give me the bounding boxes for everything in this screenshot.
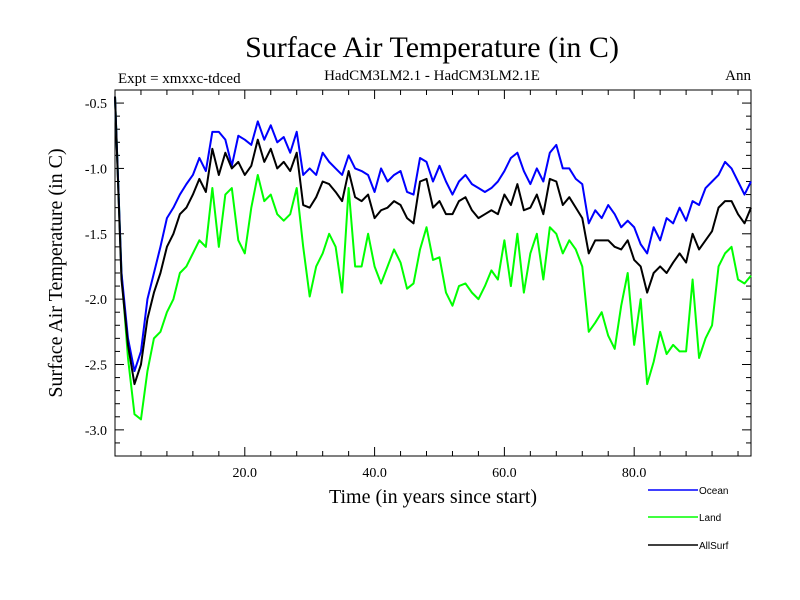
legend: Ocean Land AllSurf	[648, 486, 729, 552]
legend-label-allsurf: AllSurf	[699, 541, 729, 552]
y-tick-label: -2.0	[85, 293, 107, 308]
experiment-label: Expt = xmxxc-tdced	[118, 71, 241, 87]
x-tick-label: 40.0	[362, 466, 387, 481]
x-axis-label: Time (in years since start)	[329, 486, 537, 508]
legend-label-ocean: Ocean	[699, 486, 728, 497]
series-layer	[114, 96, 752, 421]
y-tick-label: -3.0	[85, 424, 107, 439]
x-tick-label: 80.0	[622, 466, 647, 481]
x-tick-label: 60.0	[492, 466, 517, 481]
x-tick-label: 20.0	[233, 466, 258, 481]
y-axis: -0.5 -1.0 -1.5 -2.0 -2.5 -3.0	[85, 89, 751, 457]
chart-title: Surface Air Temperature (in C)	[245, 31, 619, 64]
y-tick-label: -0.5	[85, 97, 107, 112]
legend-label-land: Land	[699, 513, 721, 524]
series-line-land	[114, 96, 752, 421]
y-tick-label: -2.5	[85, 359, 107, 374]
y-tick-label: -1.0	[85, 162, 107, 177]
period-label: Ann	[725, 68, 751, 84]
model-comparison-label: HadCM3LM2.1 - HadCM3LM2.1E	[324, 68, 540, 84]
x-axis: 20.0 40.0 60.0 80.0	[114, 90, 739, 481]
y-axis-label: Surface Air Temperature (in C)	[45, 148, 67, 397]
series-line-ocean	[114, 96, 752, 373]
series-line-allsurf	[114, 96, 752, 386]
y-tick-label: -1.5	[85, 228, 107, 243]
